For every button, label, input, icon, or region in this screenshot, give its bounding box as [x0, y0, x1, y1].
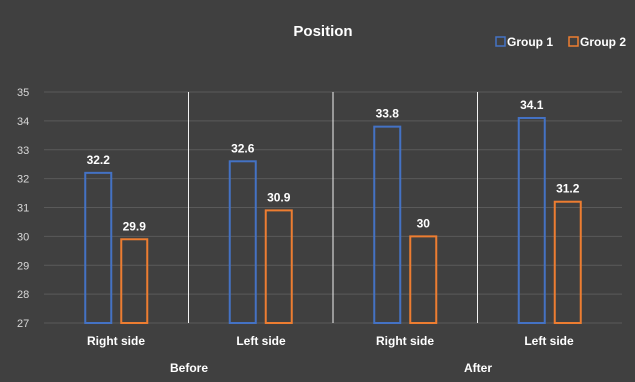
y-tick-label-35: 35 [17, 87, 29, 99]
data-label-2-2: 30 [417, 216, 431, 230]
y-tick-label-33: 33 [17, 145, 29, 157]
legend-swatch-group-2 [568, 36, 579, 47]
legend: Group 1 Group 2 [495, 35, 626, 49]
bar-2-3 [553, 200, 582, 325]
bar-2-1 [264, 209, 293, 324]
data-label-1-3: 34.1 [520, 98, 544, 112]
category-label-right-side-before: Right side [87, 334, 145, 348]
legend-swatch-group-1 [495, 36, 506, 47]
bars [84, 116, 582, 325]
bar-1-0 [84, 171, 113, 324]
bar-2-0 [120, 238, 149, 324]
y-tick-label-28: 28 [17, 289, 29, 301]
category-labels: Right side Left side Right side Left sid… [87, 334, 574, 348]
data-label-2-1: 30.9 [267, 190, 291, 204]
category-label-right-side-after: Right side [376, 334, 434, 348]
y-tick-label-30: 30 [17, 231, 29, 243]
chart-title: Position [293, 23, 352, 40]
legend-label-group-2: Group 2 [580, 35, 626, 49]
category-label-left-side-before: Left side [236, 334, 286, 348]
y-tick-label-27: 27 [17, 318, 29, 330]
category-label-left-side-after: Left side [524, 334, 574, 348]
bar-1-2 [373, 125, 402, 325]
y-tick-label-34: 34 [17, 116, 29, 128]
data-label-2-3: 31.2 [556, 182, 580, 196]
bar-1-3 [517, 116, 546, 324]
group-label-after: After [464, 361, 492, 375]
bar-2-2 [409, 235, 438, 324]
group-label-before: Before [170, 361, 208, 375]
data-label-1-1: 32.6 [231, 141, 255, 155]
data-label-1-0: 32.2 [87, 153, 111, 167]
legend-label-group-1: Group 1 [507, 35, 553, 49]
data-labels: 32.2 29.9 32.6 30.9 33.8 30 34.1 31.2 [87, 98, 580, 233]
y-tick-label-31: 31 [17, 203, 29, 215]
y-tick-label-29: 29 [17, 260, 29, 272]
data-label-2-0: 29.9 [123, 219, 147, 233]
group-labels: Before After [170, 361, 492, 375]
bar-1-1 [228, 160, 257, 324]
y-axis-ticks: 27 28 29 30 31 32 33 34 35 [17, 87, 29, 330]
y-tick-label-32: 32 [17, 174, 29, 186]
data-label-1-2: 33.8 [376, 107, 400, 121]
category-dividers [188, 92, 478, 323]
